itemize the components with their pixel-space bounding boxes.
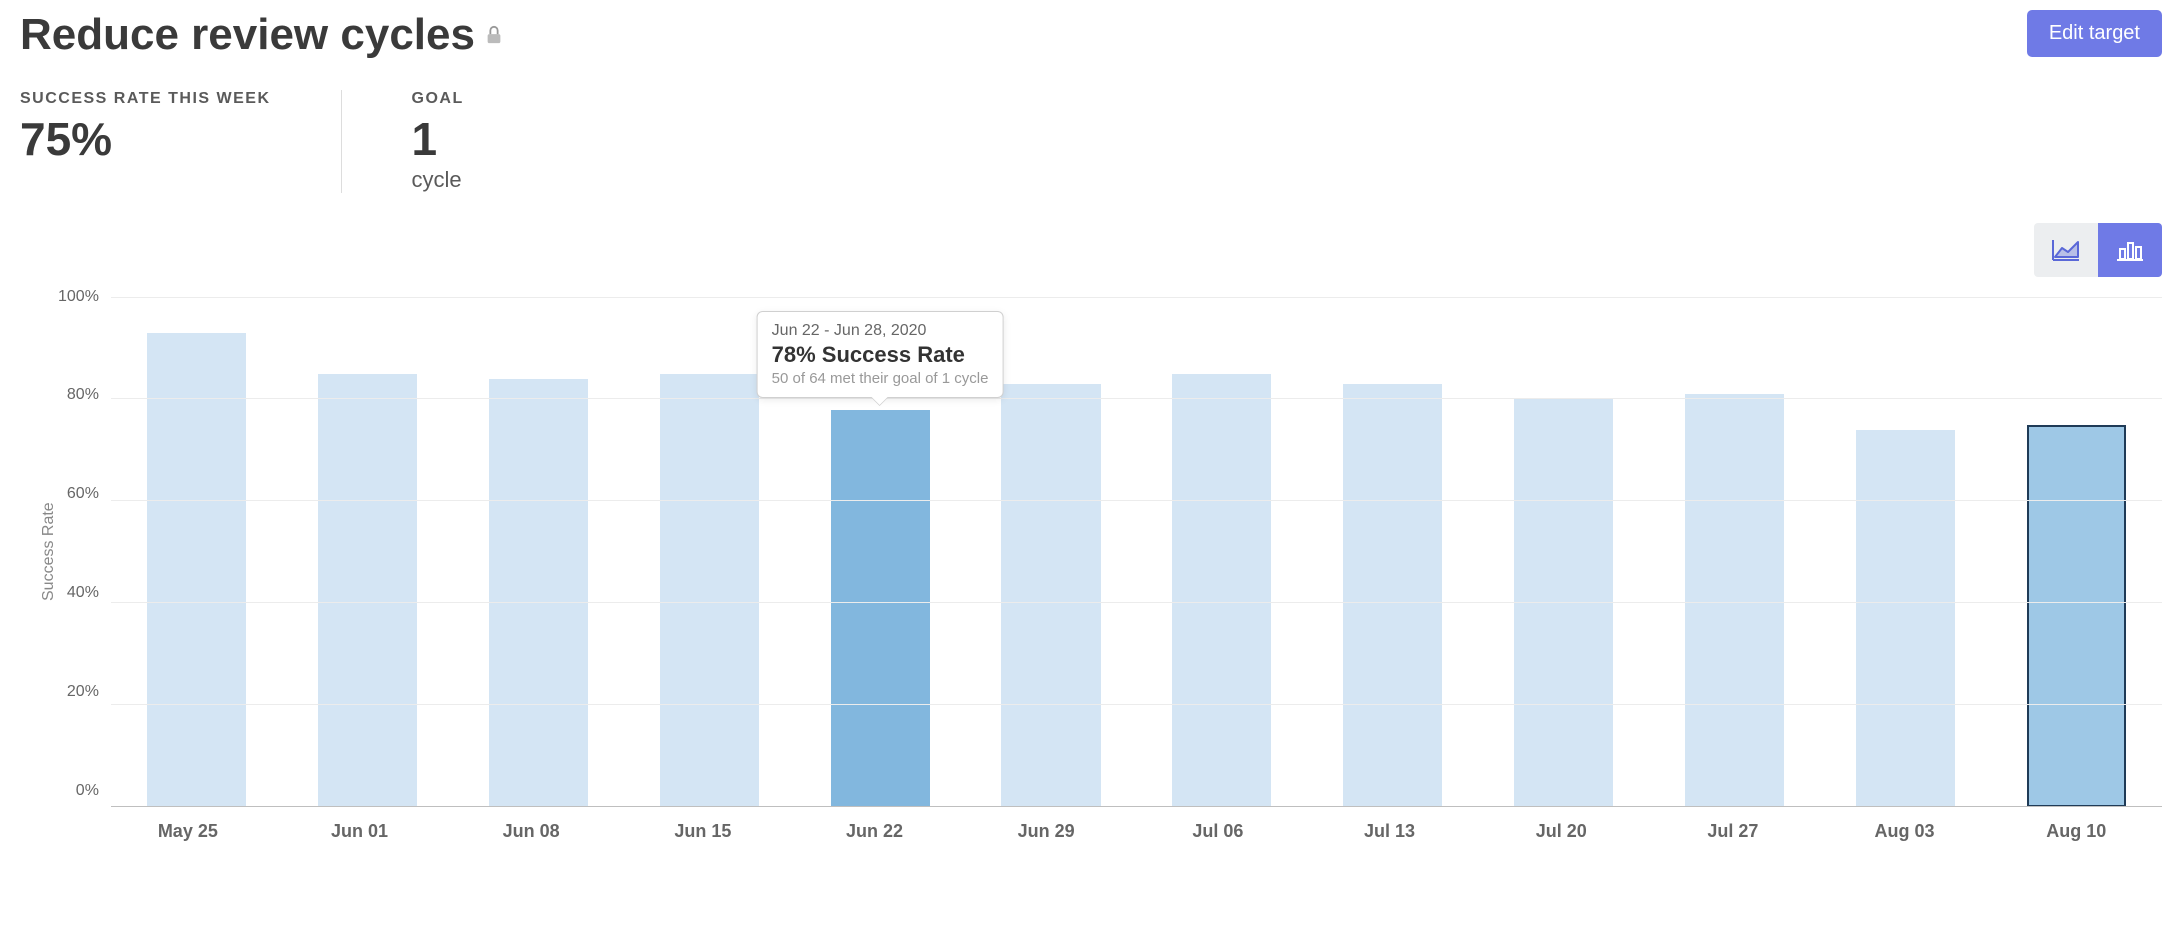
header-row: Reduce review cycles Edit target [20,10,2162,60]
bar-slot [1649,298,1820,807]
gridline [111,602,2162,603]
x-tick-label: Jun 29 [960,807,1132,842]
stat-success-rate: SUCCESS RATE THIS WEEK 75% [20,90,341,193]
bar[interactable] [1514,399,1613,806]
view-toggle [2034,223,2162,277]
stat-unit: cycle [412,167,464,193]
bar-slot: Jun 22 - Jun 28, 202078% Success Rate50 … [795,298,966,807]
bar[interactable] [489,379,588,807]
stat-goal: GOAL 1 cycle [341,90,534,193]
x-tick-label: Jun 08 [445,807,617,842]
lock-icon [485,25,503,45]
bar-chart-view-button[interactable] [2098,223,2162,277]
bar[interactable] [147,333,246,806]
bar[interactable] [660,374,759,807]
gridline [111,500,2162,501]
y-tick: 20% [58,684,99,700]
bar[interactable] [1685,394,1784,806]
x-tick-label: Jul 06 [1132,807,1304,842]
x-tick-label: Aug 10 [1990,807,2162,842]
x-axis-labels: May 25Jun 01Jun 08Jun 15Jun 22Jun 29Jul … [88,807,2162,842]
bar[interactable] [1856,430,1955,807]
bar[interactable] [2027,425,2126,807]
x-tick-label: Jul 27 [1647,807,1819,842]
tooltip-date: Jun 22 - Jun 28, 2020 [772,322,989,340]
area-chart-view-button[interactable] [2034,223,2098,277]
gridline [111,398,2162,399]
chart: Success Rate 100%80%60%40%20%0% Jun 22 -… [20,297,2162,807]
x-tick-label: Jun 22 [789,807,961,842]
bar[interactable] [318,374,417,807]
y-tick: 80% [58,387,99,403]
bar-slot [111,298,282,807]
bar-chart-icon [2116,239,2144,261]
bar-slot [1991,298,2162,807]
title-text: Reduce review cycles [20,10,475,60]
x-tick-label: Jul 20 [1475,807,1647,842]
stat-value: 75% [20,114,271,165]
y-tick: 40% [58,585,99,601]
bar-slot [282,298,453,807]
tooltip: Jun 22 - Jun 28, 2020 78% Success Rate 50 … [757,311,1004,398]
bar-slot [1307,298,1478,807]
gridline [111,297,2162,298]
x-tick-label: Jul 13 [1304,807,1476,842]
y-tick: 60% [58,486,99,502]
y-axis: 100%80%60%40%20%0% [58,297,111,807]
stat-label: GOAL [412,90,464,108]
page-title: Reduce review cycles [20,10,503,60]
plot-area: Jun 22 - Jun 28, 2020 78% Success Rate 50 … [111,297,2162,807]
x-tick-label: Jun 01 [274,807,446,842]
bar[interactable] [1172,374,1271,807]
chart-view-controls [20,223,2162,277]
bars-container: Jun 22 - Jun 28, 2020 78% Success Rate 50 … [111,298,2162,807]
x-tick-label: Jun 15 [617,807,789,842]
y-tick: 100% [58,289,99,305]
bar-slot [1478,298,1649,807]
tooltip-stat: 78% Success Rate [772,342,989,368]
y-tick: 0% [58,783,99,799]
bar[interactable] [1001,384,1100,806]
bar-slot [453,298,624,807]
bar-slot [1136,298,1307,807]
y-axis-title: Success Rate [34,297,58,807]
stat-value: 1 [412,114,464,165]
area-chart-icon [2052,239,2080,261]
tooltip-detail: 50 of 64 met their goal of 1 cycle [772,370,989,387]
x-tick-label: Aug 03 [1819,807,1991,842]
gridline [111,704,2162,705]
bar-slot [1820,298,1991,807]
bar[interactable] [831,410,930,807]
edit-target-button[interactable]: Edit target [2027,10,2162,57]
x-tick-label: May 25 [102,807,274,842]
stat-label: SUCCESS RATE THIS WEEK [20,90,271,108]
stats-row: SUCCESS RATE THIS WEEK 75% GOAL 1 cycle [20,90,2162,193]
bar[interactable] [1343,384,1442,806]
gridline [111,806,2162,807]
